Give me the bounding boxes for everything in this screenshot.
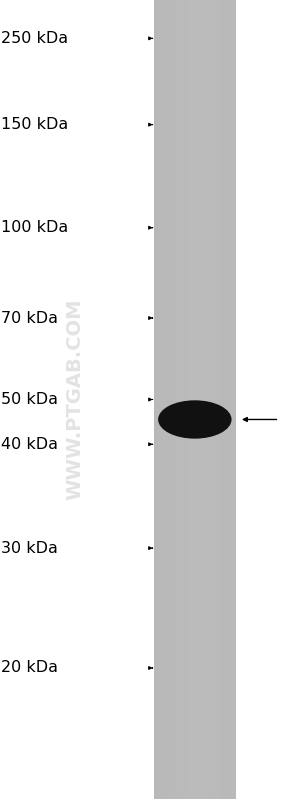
Bar [224, 0, 228, 799]
Bar [187, 0, 191, 799]
Bar [154, 0, 158, 799]
Bar [158, 0, 162, 799]
Bar [170, 0, 175, 799]
Bar [166, 0, 170, 799]
Bar [195, 0, 199, 799]
Bar [154, 0, 236, 799]
Text: 20 kDa: 20 kDa [1, 661, 58, 675]
Bar [199, 0, 203, 799]
Bar [216, 0, 220, 799]
Bar [228, 0, 232, 799]
Ellipse shape [171, 407, 219, 432]
Bar [191, 0, 195, 799]
Ellipse shape [178, 411, 211, 428]
Text: 50 kDa: 50 kDa [1, 392, 58, 407]
Bar [211, 0, 216, 799]
Bar [162, 0, 166, 799]
Bar [175, 0, 179, 799]
Bar [179, 0, 183, 799]
Text: 40 kDa: 40 kDa [1, 437, 58, 451]
Text: 70 kDa: 70 kDa [1, 311, 58, 325]
Text: 250 kDa: 250 kDa [1, 31, 69, 46]
Bar [220, 0, 224, 799]
Text: WWW.PTGAB.COM: WWW.PTGAB.COM [65, 299, 84, 500]
Text: 150 kDa: 150 kDa [1, 117, 69, 132]
Ellipse shape [164, 403, 226, 435]
Ellipse shape [158, 400, 232, 439]
Bar [203, 0, 207, 799]
Text: 100 kDa: 100 kDa [1, 221, 69, 235]
Bar [183, 0, 187, 799]
Bar [207, 0, 211, 799]
Bar [232, 0, 236, 799]
Text: 30 kDa: 30 kDa [1, 541, 58, 555]
